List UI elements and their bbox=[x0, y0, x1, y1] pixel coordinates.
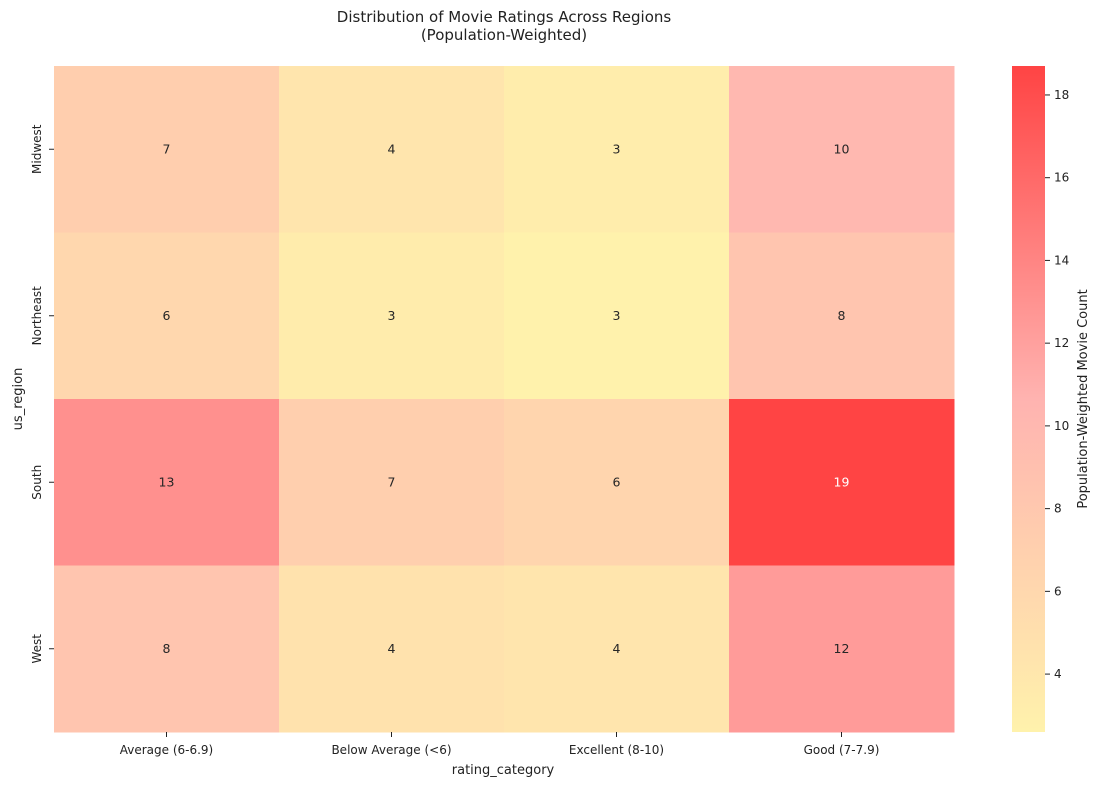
heatmap-cell bbox=[504, 399, 730, 566]
cell-value-label: 6 bbox=[163, 308, 171, 323]
heatmap-cell bbox=[729, 66, 955, 233]
colorbar-tick-label: 18 bbox=[1054, 88, 1069, 102]
cell-value-label: 8 bbox=[838, 308, 846, 323]
heatmap-cell bbox=[729, 565, 955, 733]
cell-value-label: 3 bbox=[613, 308, 621, 323]
colorbar-tick-label: 14 bbox=[1054, 253, 1069, 267]
cell-value-label: 6 bbox=[613, 474, 621, 489]
colorbar-tick-label: 4 bbox=[1054, 667, 1062, 681]
heatmap-cell bbox=[279, 565, 505, 733]
y-axis-label: us_region bbox=[11, 368, 26, 431]
x-tick-label: Excellent (8-10) bbox=[569, 743, 664, 757]
heatmap-cell bbox=[504, 232, 730, 400]
cell-value-label: 3 bbox=[613, 141, 621, 156]
y-tick-label: South bbox=[30, 465, 44, 500]
cell-value-label: 10 bbox=[834, 141, 850, 156]
heatmap-cell bbox=[279, 66, 505, 233]
x-tick-label: Below Average (<6) bbox=[331, 743, 451, 757]
x-axis-label: rating_category bbox=[452, 763, 555, 778]
y-tick-label: Northeast bbox=[30, 286, 44, 346]
heatmap-cell bbox=[54, 399, 280, 566]
cell-value-label: 12 bbox=[834, 641, 850, 656]
heatmap-cell bbox=[54, 66, 280, 233]
cell-value-label: 4 bbox=[388, 141, 396, 156]
cell-value-label: 3 bbox=[388, 308, 396, 323]
heatmap-cell bbox=[504, 66, 730, 233]
heatmap-cell bbox=[54, 565, 280, 733]
heatmap-cells: 7 4 3 10 6 3 3 8 13 7 6 19 8 4 4 12 bbox=[54, 66, 955, 733]
x-axis-ticks: Average (6-6.9) Below Average (<6) Excelle… bbox=[120, 732, 880, 757]
colorbar-tick-label: 16 bbox=[1054, 171, 1069, 185]
x-tick-label: Average (6-6.9) bbox=[120, 743, 214, 757]
x-tick-label: Good (7-7.9) bbox=[804, 743, 880, 757]
y-axis-ticks: Midwest Northeast South West bbox=[30, 124, 54, 664]
cell-value-label: 7 bbox=[388, 474, 396, 489]
cell-value-label: 19 bbox=[834, 474, 850, 489]
y-tick-label: Midwest bbox=[30, 124, 44, 174]
colorbar-ticks: 4 6 8 10 12 14 16 18 bbox=[1045, 88, 1069, 681]
colorbar-tick-label: 10 bbox=[1054, 419, 1069, 433]
y-tick-label: West bbox=[30, 634, 44, 664]
chart-title-line-2: (Population-Weighted) bbox=[421, 26, 587, 44]
cell-value-label: 8 bbox=[163, 641, 171, 656]
colorbar-tick-label: 6 bbox=[1054, 584, 1062, 598]
cell-value-label: 7 bbox=[163, 141, 171, 156]
cell-value-label: 4 bbox=[613, 641, 621, 656]
cell-value-label: 4 bbox=[388, 641, 396, 656]
colorbar bbox=[1012, 66, 1045, 732]
colorbar-tick-label: 12 bbox=[1054, 336, 1069, 350]
colorbar-label: Population-Weighted Movie Count bbox=[1076, 289, 1091, 508]
heatmap-cell bbox=[504, 565, 730, 733]
chart-title-line-1: Distribution of Movie Ratings Across Reg… bbox=[337, 8, 672, 26]
heatmap-cell bbox=[54, 232, 280, 400]
cell-value-label: 13 bbox=[159, 474, 175, 489]
heatmap-cell bbox=[729, 399, 955, 566]
colorbar-tick-label: 8 bbox=[1054, 502, 1062, 516]
heatmap-cell bbox=[279, 232, 505, 400]
heatmap-cell bbox=[729, 232, 955, 400]
heatmap-cell bbox=[279, 399, 505, 566]
